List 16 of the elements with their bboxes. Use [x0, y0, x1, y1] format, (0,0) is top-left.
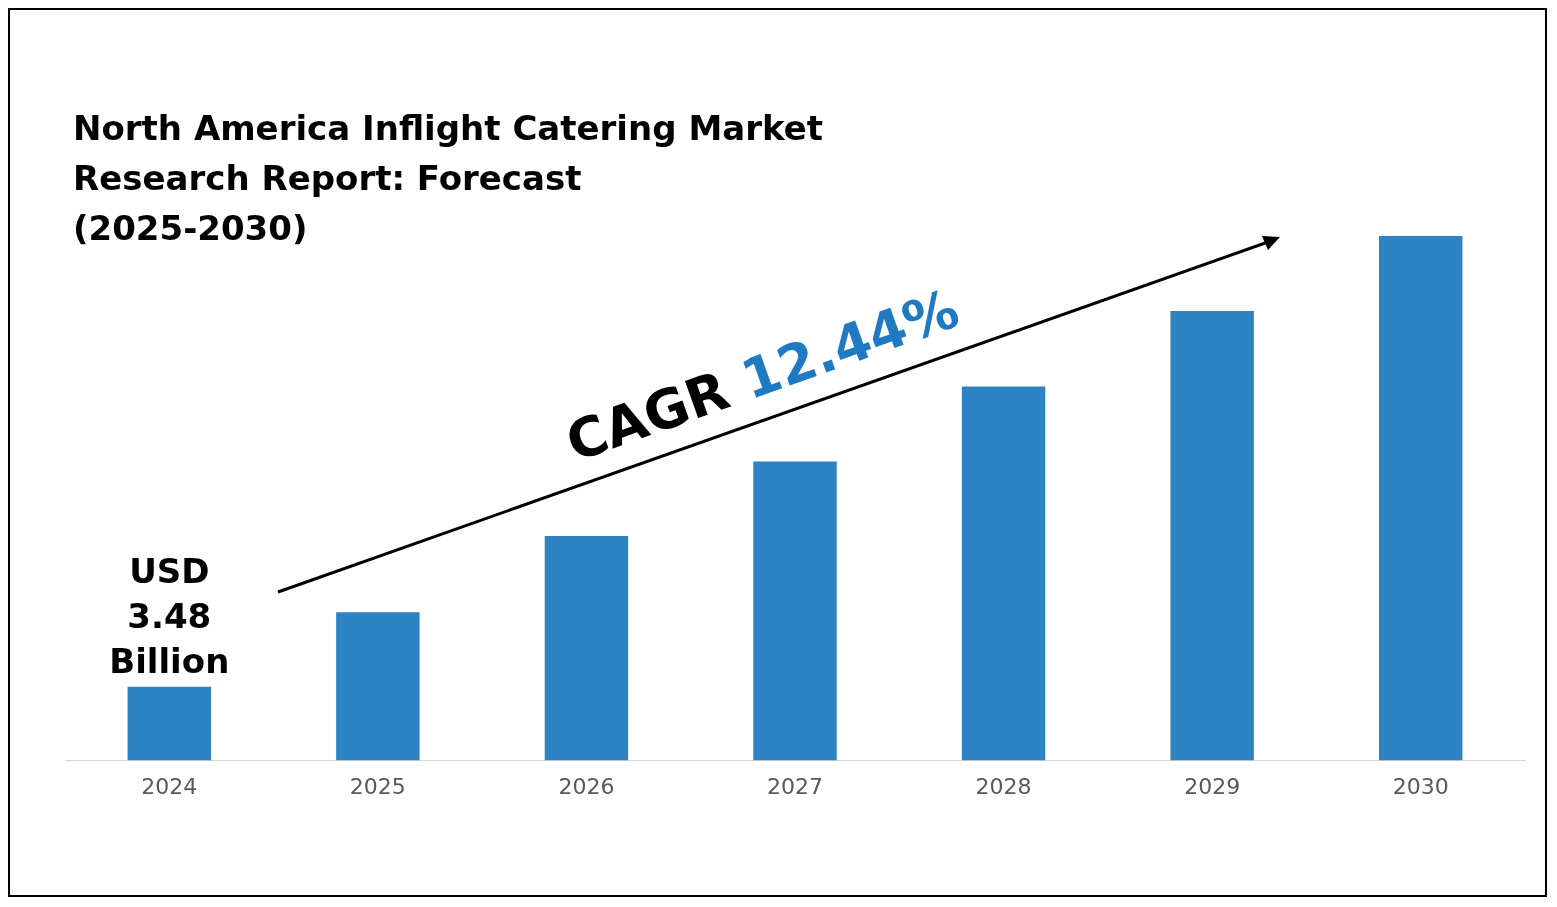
bar — [961, 386, 1046, 761]
x-tick-label: 2024 — [141, 773, 198, 799]
bar — [1170, 311, 1254, 761]
chart-title: North America Inflight Catering Market Research Report: Forecast (2025-2030) — [73, 108, 823, 248]
x-tick-label: 2026 — [558, 773, 615, 799]
bar — [1379, 236, 1463, 761]
bar — [544, 536, 629, 761]
bar — [336, 612, 420, 761]
x-tick-label: 2030 — [1392, 773, 1449, 799]
annotation: USD 3.48 Billion — [109, 550, 230, 681]
x-tick-label: 2025 — [349, 773, 406, 799]
x-tick-label: 2027 — [767, 773, 823, 799]
x-tick-label: 2029 — [1184, 773, 1241, 799]
bar — [127, 686, 211, 761]
bar — [753, 461, 837, 761]
x-tick-label: 2028 — [975, 773, 1032, 799]
